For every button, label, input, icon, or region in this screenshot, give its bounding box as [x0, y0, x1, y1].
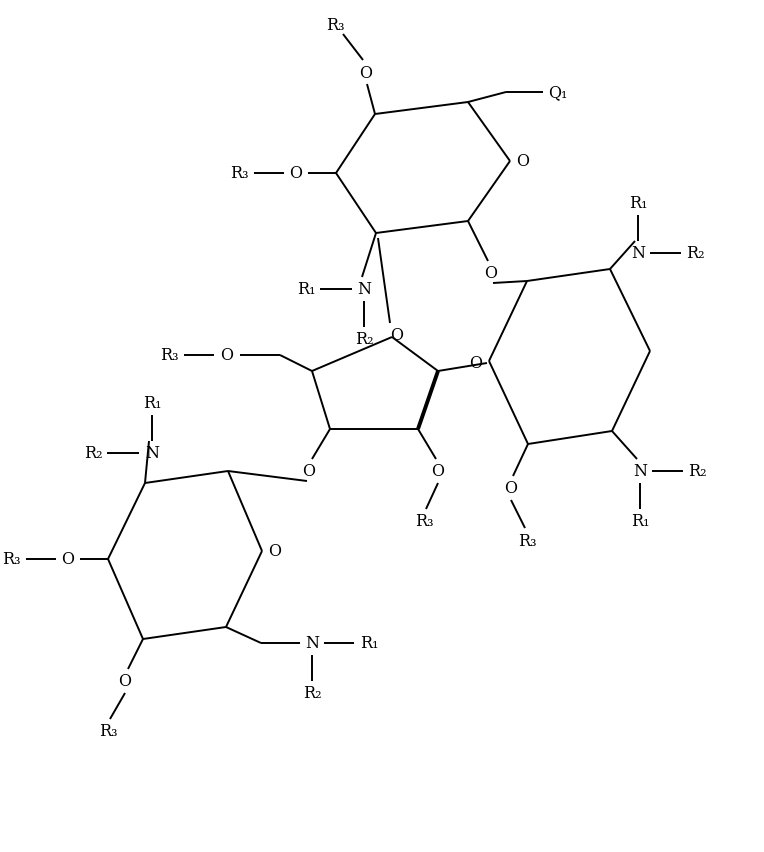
Text: O: O [484, 265, 497, 282]
Text: O: O [303, 463, 316, 480]
Text: O: O [118, 673, 131, 689]
Text: R₃: R₃ [230, 165, 248, 182]
Text: O: O [470, 354, 483, 371]
Text: R₂: R₂ [354, 331, 374, 348]
Text: R₃: R₃ [99, 722, 118, 740]
Text: O: O [61, 551, 75, 567]
Text: R₁: R₁ [360, 635, 378, 652]
Text: N: N [305, 635, 319, 652]
Text: R₃: R₃ [160, 347, 178, 364]
Text: R₁: R₁ [631, 513, 649, 530]
Text: O: O [268, 543, 281, 560]
Text: R₃: R₃ [415, 513, 433, 530]
Text: R₁: R₁ [143, 395, 161, 412]
Text: N: N [145, 445, 159, 462]
Text: N: N [631, 245, 645, 262]
Text: O: O [290, 165, 303, 182]
Text: R₃: R₃ [325, 16, 345, 33]
Text: R₂: R₂ [84, 445, 102, 462]
Text: R₁: R₁ [629, 195, 647, 212]
Text: R₂: R₂ [685, 245, 704, 262]
Text: R₂: R₂ [303, 685, 322, 702]
Text: R₂: R₂ [688, 463, 706, 480]
Text: R₁: R₁ [296, 281, 316, 298]
Text: R₃: R₃ [518, 532, 536, 549]
Text: R₃: R₃ [2, 551, 21, 567]
Text: O: O [516, 153, 529, 170]
Text: Q₁: Q₁ [549, 84, 568, 101]
Text: O: O [360, 65, 373, 82]
Text: O: O [221, 347, 234, 364]
Text: O: O [504, 480, 517, 497]
Text: O: O [432, 463, 445, 480]
Text: O: O [390, 327, 403, 344]
Text: N: N [633, 463, 647, 480]
Text: N: N [357, 281, 371, 298]
